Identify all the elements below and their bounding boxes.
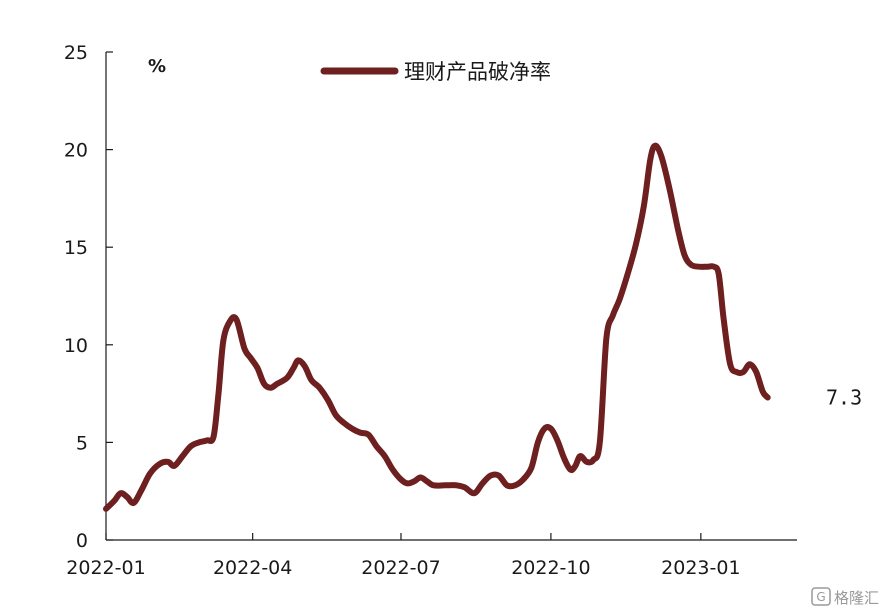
legend: 理财产品破净率 [320, 60, 551, 84]
y-tick-label: 25 [64, 42, 88, 64]
y-tick-label: 0 [76, 530, 88, 552]
y-tick-label: 10 [64, 335, 88, 357]
y-tick-label: 5 [76, 432, 88, 454]
legend-label: 理财产品破净率 [404, 60, 551, 84]
x-axis-ticks: 2022-01 2022-04 2022-07 2022-10 2023-01 [66, 533, 741, 579]
x-tick-label: 2022-01 [66, 557, 145, 579]
x-tick-label: 2022-04 [213, 557, 292, 579]
watermark-logo-glyph: G [816, 590, 825, 604]
x-tick-label: 2022-10 [511, 557, 590, 579]
watermark-logo-icon [811, 587, 831, 606]
watermark-text: 格隆汇 [834, 589, 879, 607]
y-tick-label: 15 [64, 237, 88, 259]
x-tick-label: 2023-01 [661, 557, 740, 579]
series-line [103, 142, 771, 512]
x-tick-label: 2022-07 [361, 557, 440, 579]
y-tick-label: 20 [64, 140, 88, 162]
y-axis-unit-label: % [148, 56, 166, 77]
series-group [103, 142, 771, 512]
end-value-label: 7.3 [826, 386, 862, 410]
watermark: G 格隆汇 [811, 587, 879, 607]
y-axis-ticks: 0 5 10 15 20 25 [64, 42, 113, 552]
